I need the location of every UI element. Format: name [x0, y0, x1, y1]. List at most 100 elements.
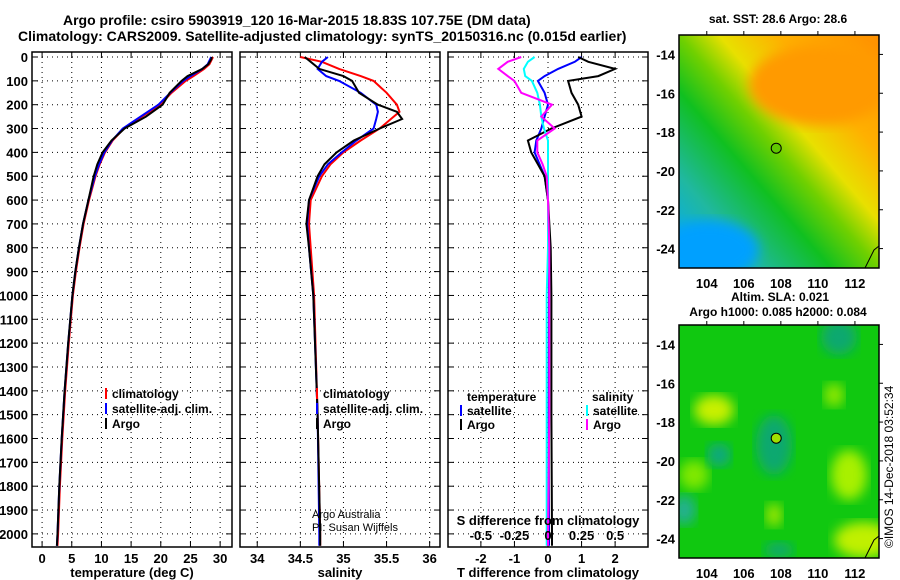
- x-axis-label: temperature (deg C): [70, 565, 194, 580]
- credit-annotation: PI: Susan Wijffels: [312, 522, 398, 534]
- series-line-argo: [304, 56, 404, 546]
- legend-title-temperature: temperature: [467, 390, 537, 404]
- y-tick-label: 2000: [0, 527, 28, 542]
- y-tick-label: 400: [6, 145, 28, 160]
- series-line-satellite-adj-clim-: [306, 56, 379, 546]
- map-y-tick-label: -16: [656, 376, 675, 391]
- secondary-x-tick-label: 0.25: [569, 528, 594, 543]
- y-tick-label: 1000: [0, 288, 28, 303]
- legend-label: Argo: [593, 418, 621, 432]
- map-x-tick-label: 106: [733, 276, 755, 291]
- x-tick-label: 34: [250, 551, 265, 566]
- x-tick-label: -2: [475, 551, 487, 566]
- secondary-x-tick-label: -0.5: [470, 528, 492, 543]
- series-line-argo: [55, 56, 213, 546]
- secondary-x-tick-label: 0: [544, 528, 551, 543]
- sla-anomaly-patch: [756, 415, 792, 475]
- title-line-1: Argo profile: csiro 5903919_120 16-Mar-2…: [63, 12, 531, 28]
- sla-anomaly-patch: [766, 503, 782, 527]
- map-y-tick-label: -18: [656, 415, 675, 430]
- sla-anomaly-patch: [821, 325, 857, 355]
- plot-frame: [447, 51, 649, 548]
- plot-frame: [239, 51, 441, 548]
- series-line-t-argo: [526, 56, 619, 546]
- sst-warm-patch: [749, 45, 879, 125]
- x-tick-label: 34.5: [288, 551, 313, 566]
- map-x-tick-label: 108: [770, 276, 792, 291]
- map-x-tick-label: 106: [733, 566, 755, 580]
- x-tick-label: 0: [544, 551, 551, 566]
- map-y-tick-label: -24: [656, 242, 676, 257]
- sla-anomaly-patch: [831, 450, 867, 500]
- map-x-tick-label: 110: [807, 276, 828, 291]
- y-tick-label: 800: [6, 241, 28, 256]
- map-x-tick-label: 112: [844, 276, 865, 291]
- secondary-x-tick-label: -0.25: [500, 528, 530, 543]
- series-line-satellite-adj-clim-: [55, 56, 213, 546]
- argo-float-marker: [770, 142, 782, 154]
- legend-label: Argo: [467, 418, 495, 432]
- x-tick-label: 20: [154, 551, 168, 566]
- legend-label: climatology: [323, 387, 390, 401]
- map-y-tick-label: -18: [656, 125, 675, 140]
- plot-frame: [31, 51, 233, 548]
- map-x-tick-label: 110: [807, 566, 828, 580]
- legend-label: satellite-adj. clim.: [323, 402, 423, 416]
- sla-anomaly-patch: [679, 495, 696, 525]
- series-line-climatology: [300, 56, 401, 546]
- x-tick-label: 10: [94, 551, 108, 566]
- x-tick-label: 36: [422, 551, 436, 566]
- series-line-t-satellite: [533, 56, 583, 546]
- legend-label: satellite: [467, 404, 512, 418]
- argo-float-marker: [770, 432, 782, 444]
- y-tick-label: 1500: [0, 408, 28, 423]
- y-tick-label: 1100: [0, 312, 28, 327]
- y-tick-label: 300: [6, 122, 28, 137]
- y-tick-label: 900: [6, 265, 28, 280]
- map-y-tick-label: -20: [656, 454, 675, 469]
- map-y-tick-label: -24: [656, 532, 676, 547]
- coastline: [864, 535, 879, 558]
- sla-anomaly-patch: [679, 460, 709, 490]
- y-tick-label: 100: [6, 74, 28, 89]
- map-x-tick-label: 104: [696, 566, 718, 580]
- y-tick-label: 1800: [0, 479, 28, 494]
- sst-map-image: [679, 35, 879, 268]
- x-tick-label: 30: [213, 551, 227, 566]
- y-tick-label: 1300: [0, 360, 28, 375]
- map-y-tick-label: -22: [656, 203, 675, 218]
- y-tick-label: 1700: [0, 455, 28, 470]
- x-tick-label: 15: [124, 551, 138, 566]
- map-y-tick-label: -14: [656, 337, 676, 352]
- map-frame: [678, 324, 880, 559]
- legend-label: climatology: [112, 387, 179, 401]
- y-tick-label: 1900: [0, 503, 28, 518]
- map-frame: [678, 34, 880, 269]
- x-tick-label: 0: [38, 551, 45, 566]
- series-line-s-argo: [496, 56, 557, 546]
- secondary-x-tick-label: 0.5: [606, 528, 624, 543]
- legend-label: Argo: [323, 417, 351, 431]
- sla-anomaly-patch: [694, 395, 734, 425]
- map-x-tick-label: 108: [770, 566, 792, 580]
- legend-label: Argo: [112, 417, 140, 431]
- map-y-tick-label: -16: [656, 86, 675, 101]
- series-line-climatology: [56, 56, 214, 546]
- x-axis-label: T difference from climatology: [457, 565, 640, 580]
- map-y-tick-label: -14: [656, 47, 676, 62]
- sst-map-title: sat. SST: 28.6 Argo: 28.6: [709, 12, 848, 26]
- y-tick-label: 1400: [0, 384, 28, 399]
- x-tick-label: 1: [578, 551, 585, 566]
- sla-anomaly-patch: [834, 522, 879, 558]
- sla-anomaly-patch: [764, 542, 794, 558]
- series-line-s-satellite: [522, 56, 549, 546]
- map-y-tick-label: -20: [656, 164, 675, 179]
- y-tick-label: 500: [6, 169, 28, 184]
- x-tick-label: 25: [183, 551, 197, 566]
- x-tick-label: 35.5: [374, 551, 399, 566]
- credit-annotation: Argo Australia: [312, 509, 381, 521]
- imos-credit: ©IMOS 14-Dec-2018 03:52:34: [882, 385, 896, 548]
- sla-anomaly-patch: [824, 383, 844, 407]
